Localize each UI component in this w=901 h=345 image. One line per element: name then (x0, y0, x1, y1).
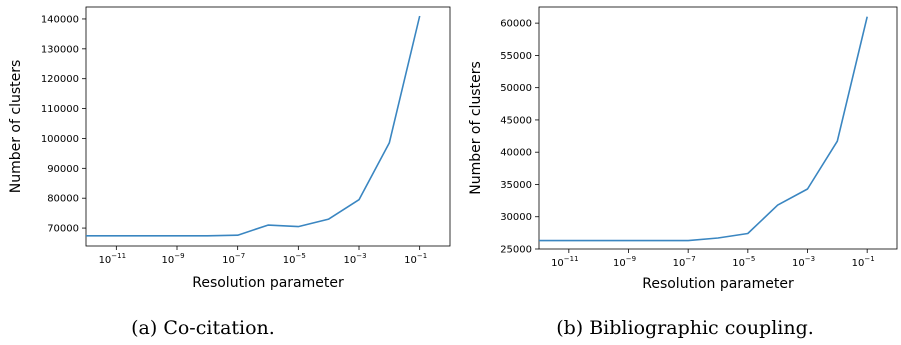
y-tick-label: 45000 (500, 115, 532, 126)
x-tick-label: 10−9 (613, 255, 636, 269)
chart-co-citation: 70000 80000 90000 100000 110000 120000 130000 1… (8, 6, 451, 291)
y-tick-label: 100000 (41, 134, 79, 145)
x-tick-label: 10−5 (732, 255, 755, 269)
y-tick-label: 60000 (500, 19, 532, 30)
plot-frame (538, 6, 898, 250)
y-tick-label: 40000 (500, 148, 532, 159)
x-tick-label: 10−3 (343, 252, 366, 266)
y-tick-label: 50000 (500, 83, 532, 94)
plot-frame (85, 6, 451, 247)
y-tick-label: 25000 (500, 245, 532, 256)
y-axis-title: Number of clusters (8, 60, 24, 194)
x-tick-label: 10−7 (222, 252, 245, 266)
y-axis-title: Number of clusters (468, 61, 484, 195)
x-tick-label: 10−5 (283, 252, 306, 266)
y-tick-label: 120000 (41, 74, 79, 85)
x-tick-label: 10−3 (792, 255, 815, 269)
x-axis-title: Resolution parameter (192, 275, 344, 291)
x-tick-label: 10−1 (404, 252, 427, 266)
caption-bibliographic-coupling: (b) Bibliographic coupling. (556, 317, 814, 339)
y-tick-label: 70000 (47, 224, 79, 235)
series-line (539, 16, 868, 242)
chart-bibliographic-coupling: 25000 30000 35000 40000 45000 50000 55000 60000… (468, 6, 898, 292)
series-line (86, 15, 421, 237)
y-tick-label: 55000 (500, 51, 532, 62)
x-tick-label: 10−9 (161, 252, 184, 266)
y-tick-label: 35000 (500, 180, 532, 191)
x-tick-label: 10−11 (99, 252, 127, 266)
caption-co-citation: (a) Co-citation. (131, 317, 275, 339)
x-tick-label: 10−1 (852, 255, 875, 269)
x-tick-label: 10−7 (673, 255, 696, 269)
x-axis-title: Resolution parameter (642, 276, 794, 292)
y-tick-label: 140000 (41, 14, 79, 25)
y-tick-label: 30000 (500, 212, 532, 223)
y-tick-label: 130000 (41, 44, 79, 55)
y-tick-label: 80000 (47, 194, 79, 205)
y-tick-label: 110000 (41, 104, 79, 115)
y-tick-label: 90000 (47, 164, 79, 175)
x-tick-label: 10−11 (551, 255, 579, 269)
